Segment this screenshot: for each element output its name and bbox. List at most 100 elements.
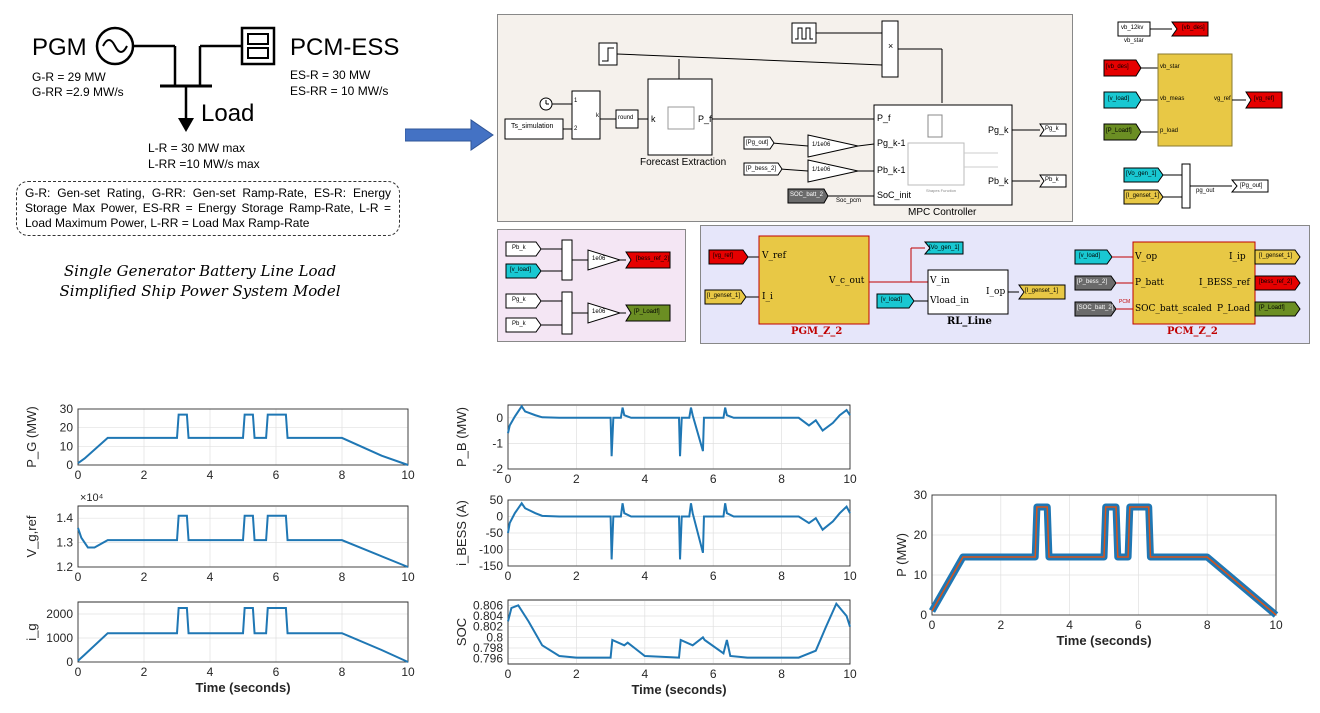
pg-out-product-block[interactable] bbox=[1181, 163, 1191, 209]
x-axis-label: Time (seconds) bbox=[631, 682, 726, 697]
from-p-loadf-block[interactable] bbox=[1254, 301, 1301, 317]
from-p-load-block[interactable] bbox=[1103, 123, 1142, 141]
rl-line-subsystem[interactable] bbox=[927, 269, 1009, 315]
vb-star-caption: vb_star bbox=[1124, 38, 1144, 44]
from-bess-ref-block[interactable] bbox=[1254, 275, 1301, 291]
forecast-extraction-label: Forecast Extraction bbox=[640, 157, 727, 168]
series-line-reference bbox=[931, 506, 1277, 616]
chart-frame bbox=[77, 601, 409, 663]
forecast-extraction-block[interactable] bbox=[647, 78, 713, 156]
x-tick-label: 8 bbox=[339, 468, 346, 482]
vg-ref-panel: vb_12kv vb_star [vb_des] [vb_des] [v_loa… bbox=[1098, 18, 1303, 214]
gain-a-block[interactable] bbox=[587, 249, 622, 271]
x-tick-label: 6 bbox=[273, 570, 280, 584]
ship-model-diagram: PGM PCM-ESS Load G-R = 29 MW G-RR =2.9 M… bbox=[0, 0, 400, 300]
pcm-spec-1: ES-R = 30 MW bbox=[290, 68, 371, 82]
from-i-genset-block[interactable] bbox=[704, 289, 747, 305]
goto-p-load-block[interactable] bbox=[625, 304, 671, 322]
from-pb-k-label: Pb_k bbox=[512, 245, 526, 251]
from-vo-gen-block[interactable] bbox=[1123, 167, 1164, 183]
from-vb-des-block[interactable] bbox=[1103, 59, 1142, 77]
plant-wiring bbox=[704, 235, 1301, 325]
pcm-subsystem[interactable] bbox=[1132, 241, 1256, 325]
vg-ref-subsystem[interactable] bbox=[1157, 53, 1233, 147]
from-v-load-block[interactable] bbox=[505, 263, 542, 279]
from-i-genset-r-block[interactable] bbox=[1254, 249, 1301, 265]
from-pg-k-label: Pg_k bbox=[512, 297, 526, 303]
y-axis-label: i_BESS (A) bbox=[454, 500, 469, 566]
mpc-port-pf: P_f bbox=[877, 113, 891, 123]
mpc-port-pbk: Pb_k bbox=[988, 176, 1009, 186]
x-tick-label: 6 bbox=[710, 667, 717, 681]
from-soc-batt-block[interactable] bbox=[1074, 301, 1117, 317]
from-i-genset-r-label: [I_genset_1] bbox=[1259, 253, 1293, 259]
pulse-source-block[interactable] bbox=[791, 22, 817, 44]
from-soc-block[interactable] bbox=[787, 188, 829, 204]
goto-i-genset-block[interactable] bbox=[1018, 284, 1066, 300]
goto-pb-k-label: Pb_k bbox=[1045, 177, 1059, 183]
x-tick-label: 2 bbox=[141, 570, 148, 584]
pg-out-caption: pg_out bbox=[1196, 188, 1215, 194]
pcm-port-pload: P_Load bbox=[1217, 304, 1251, 314]
mpc-port-pgk: Pg_k bbox=[988, 125, 1009, 135]
from-i-genset-label: [I_genset_1] bbox=[1126, 193, 1160, 199]
model-caption-line-2: Simplified Ship Power System Model bbox=[59, 282, 341, 300]
x-tick-label: 0 bbox=[505, 667, 512, 681]
from-p-bess-block[interactable] bbox=[743, 162, 783, 176]
y-tick-label: 1000 bbox=[46, 631, 73, 645]
pgm-name: PGM_Z_2 bbox=[791, 326, 843, 337]
from-bess-ref-label: [bess_ref_2] bbox=[1259, 279, 1293, 285]
mpc-port-soc-init: SoC_init bbox=[877, 190, 912, 200]
from-i-genset-block[interactable] bbox=[1123, 189, 1164, 205]
vb-12kv-label: vb_12kv bbox=[1121, 25, 1144, 31]
goto-pb-k-block[interactable] bbox=[1039, 174, 1067, 188]
goto-pg-out-block[interactable] bbox=[1230, 179, 1269, 193]
from-pg-k-block[interactable] bbox=[505, 293, 542, 309]
goto-vb-des-block[interactable] bbox=[1171, 21, 1209, 37]
port-vb-meas: vb_meas bbox=[1160, 96, 1185, 102]
divide-block[interactable] bbox=[571, 90, 601, 140]
x-tick-label: 2 bbox=[141, 468, 148, 482]
y-tick-label: 10 bbox=[914, 568, 928, 582]
from-p-bess-block[interactable] bbox=[1074, 275, 1117, 291]
y-tick-label: 0 bbox=[920, 608, 927, 622]
from-v-load-line-label: [v_load] bbox=[881, 297, 903, 303]
from-pb-k2-block[interactable] bbox=[505, 317, 542, 333]
load-arrow-icon bbox=[178, 118, 194, 132]
goto-i-genset-label: [I_genset_1] bbox=[1025, 288, 1059, 294]
from-v-load-line-block[interactable] bbox=[876, 293, 915, 309]
goto-pg-k-block[interactable] bbox=[1039, 123, 1067, 137]
x-tick-label: 0 bbox=[929, 618, 936, 632]
from-v-load-block[interactable] bbox=[1103, 91, 1142, 109]
x-tick-label: 8 bbox=[778, 472, 785, 486]
sum-block[interactable] bbox=[561, 291, 573, 335]
mpc-controller-label: MPC Controller bbox=[908, 207, 977, 218]
from-pg-out-block[interactable] bbox=[743, 136, 775, 150]
gain-panel: Pb_k [v_load] 1e06 [bess_ref_2] Pg_k Pb_… bbox=[497, 229, 686, 342]
forecast-port-pf: P_f bbox=[698, 114, 712, 124]
mpc-panel: × bbox=[497, 14, 1073, 222]
mpc-port-pbk1: Pb_k-1 bbox=[877, 165, 906, 175]
y-axis-label: P_B (MW) bbox=[454, 407, 469, 467]
gain-b-block[interactable] bbox=[587, 302, 622, 324]
from-pb-k-block[interactable] bbox=[505, 241, 542, 257]
y-tick-label: 1.4 bbox=[56, 511, 73, 525]
goto-bess-ref-block[interactable] bbox=[625, 251, 671, 269]
from-p-bess-label: [P_bess_2] bbox=[1077, 279, 1108, 285]
pcm-port-soc: SOC_batt_scaled bbox=[1135, 304, 1212, 314]
pgm-subsystem[interactable] bbox=[758, 235, 870, 325]
from-vg-ref-block[interactable] bbox=[708, 249, 749, 265]
abbreviation-legend: G-R: Gen-set Rating, G-RR: Gen-set Ramp-… bbox=[16, 181, 400, 236]
goto-vg-ref-block[interactable] bbox=[1245, 91, 1283, 109]
x-tick-label: 10 bbox=[401, 570, 415, 584]
divide-port-2-label: 2 bbox=[574, 126, 578, 132]
y-tick-label: 0.802 bbox=[473, 620, 503, 634]
product-block-a[interactable] bbox=[561, 239, 573, 281]
pcm-port-ibess: I_BESS_ref bbox=[1199, 278, 1250, 288]
goto-vo-gen-block[interactable] bbox=[923, 241, 964, 255]
y-axis-label: SOC bbox=[454, 618, 469, 646]
from-v-load-pcm-block[interactable] bbox=[1074, 249, 1113, 265]
mpc-controller-block[interactable] bbox=[873, 104, 1013, 206]
x-tick-label: 6 bbox=[710, 472, 717, 486]
chart-frame bbox=[507, 599, 851, 665]
